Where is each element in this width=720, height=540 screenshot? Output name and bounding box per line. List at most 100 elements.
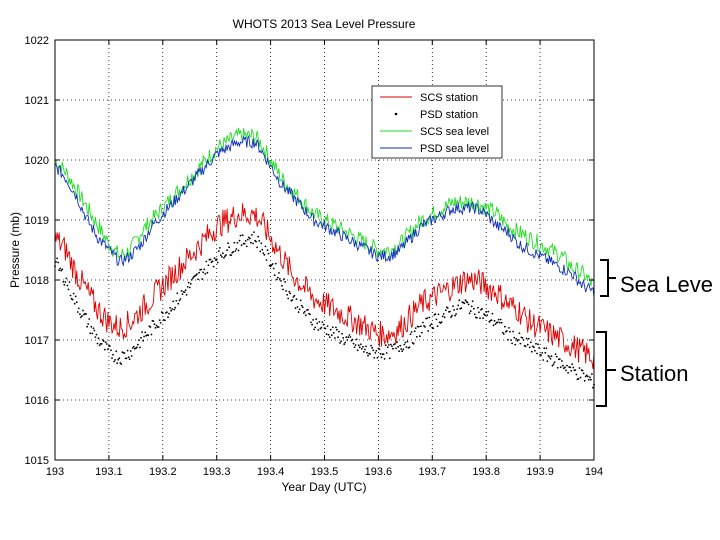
psd-station-point	[482, 317, 484, 320]
psd-station-point	[282, 288, 284, 291]
psd-station-point	[218, 247, 221, 249]
psd-station-point	[441, 315, 444, 318]
psd-station-point	[379, 352, 382, 355]
psd-station-point	[91, 332, 94, 335]
psd-station-point	[527, 337, 530, 340]
legend-entry-label: SCS sea level	[420, 126, 489, 138]
chart-title: WHOTS 2013 Sea Level Pressure	[233, 17, 416, 31]
psd-station-point	[359, 343, 362, 346]
psd-station-point	[552, 363, 555, 365]
psd-station-point	[553, 361, 556, 364]
psd-station-point	[543, 347, 546, 350]
psd-station-point	[153, 323, 156, 326]
psd-station-point	[435, 318, 438, 321]
psd-station-point	[105, 343, 108, 345]
psd-station-point	[518, 332, 521, 335]
station-bracket	[596, 331, 616, 407]
psd-station-point	[488, 321, 491, 323]
psd-station-point	[275, 278, 278, 281]
psd-station-point	[450, 316, 452, 318]
psd-station-point	[271, 263, 274, 265]
psd-station-point	[385, 352, 388, 354]
psd-station-point	[311, 323, 313, 326]
psd-station-point	[436, 325, 439, 328]
psd-station-point	[217, 250, 220, 253]
psd-station-point	[95, 333, 98, 336]
psd-station-point	[486, 314, 489, 316]
psd-station-point	[581, 369, 584, 372]
psd-station-point	[442, 313, 445, 315]
psd-station-point	[589, 376, 591, 379]
psd-station-point	[123, 352, 126, 354]
psd-station-point	[315, 318, 318, 321]
psd-station-point	[432, 327, 435, 330]
psd-station-point	[472, 307, 475, 310]
psd-station-point	[434, 313, 437, 316]
psd-station-point	[287, 297, 290, 300]
psd-station-point	[177, 302, 180, 305]
psd-station-point	[551, 364, 554, 367]
psd-station-point	[250, 241, 252, 244]
psd-station-point	[388, 357, 391, 360]
y-tick-label: 1021	[25, 95, 49, 107]
psd-station-point	[293, 294, 296, 297]
station-annotation: Station	[620, 361, 689, 386]
psd-station-point	[481, 307, 483, 310]
psd-station-point	[129, 350, 132, 352]
psd-station-point	[476, 316, 478, 319]
psd-station-point	[164, 319, 166, 322]
psd-station-point	[101, 339, 104, 341]
psd-station-point	[167, 316, 169, 319]
psd-station-point	[327, 333, 330, 336]
legend-marker	[394, 112, 398, 116]
psd-station-point	[328, 336, 331, 338]
psd-station-point	[360, 347, 363, 350]
psd-station-point	[77, 307, 80, 310]
psd-station-point	[304, 314, 307, 317]
psd-station-point	[325, 333, 328, 336]
psd-station-point	[497, 318, 500, 321]
psd-station-point	[125, 357, 128, 360]
psd-station-point	[219, 254, 222, 257]
psd-station-point	[102, 340, 105, 342]
psd-station-point	[114, 359, 116, 361]
psd-station-point	[427, 330, 430, 332]
psd-station-point	[320, 326, 323, 329]
psd-station-point	[86, 325, 88, 328]
psd-station-point	[548, 356, 551, 358]
psd-station-point	[569, 366, 572, 369]
psd-station-point	[417, 325, 420, 328]
psd-station-point	[500, 321, 503, 324]
psd-station-point	[324, 327, 327, 330]
psd-station-point	[499, 318, 502, 321]
psd-station-point	[93, 329, 96, 332]
psd-station-point	[285, 290, 287, 292]
psd-station-point	[329, 328, 332, 331]
y-axis-ticks: 1015 1016 1017 1018 1019 1020 1021 1022	[25, 35, 594, 467]
psd-station-point	[263, 254, 266, 256]
psd-station-point	[260, 242, 263, 245]
psd-station-point	[230, 254, 233, 256]
psd-station-point	[180, 290, 183, 292]
psd-station-point	[555, 355, 558, 358]
psd-station-point	[258, 240, 261, 242]
psd-station-point	[550, 355, 553, 358]
psd-station-point	[272, 267, 275, 270]
psd-station-point	[535, 342, 537, 345]
psd-station-point	[394, 343, 396, 345]
psd-station-point	[408, 346, 411, 349]
psd-station-point	[396, 341, 398, 343]
psd-station-point	[186, 286, 189, 288]
legend-entry-label: PSD station	[420, 109, 478, 121]
psd-station-point	[406, 340, 409, 343]
psd-station-point	[98, 344, 101, 347]
psd-station-point	[216, 261, 219, 264]
psd-station-point	[109, 345, 111, 347]
psd-station-point	[544, 351, 547, 354]
psd-station-point	[76, 311, 79, 313]
psd-station-point	[176, 292, 179, 295]
psd-station-point	[178, 299, 181, 302]
psd-station-point	[257, 235, 260, 238]
psd-station-point	[136, 346, 138, 349]
psd-station-point	[531, 345, 534, 348]
